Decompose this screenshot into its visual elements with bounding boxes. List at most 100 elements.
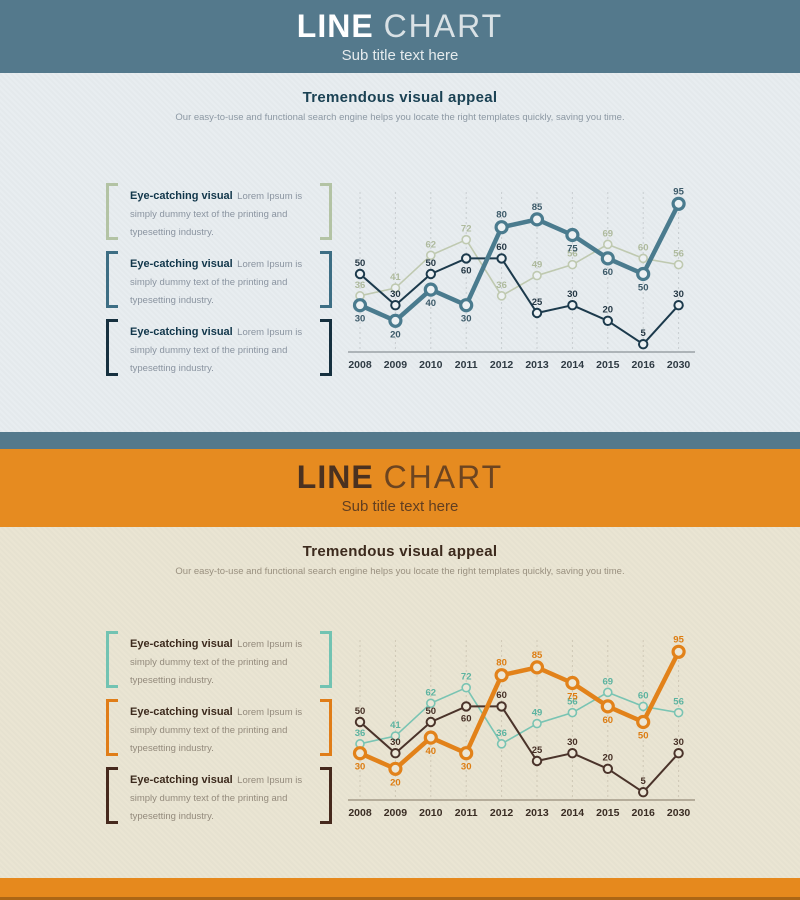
svg-text:50: 50 bbox=[426, 706, 437, 717]
line-chart-orange: 36 41 62 72 36 49 56 69 60 56 50 30 50 60 60 25 30 20 5 30 3… bbox=[344, 628, 700, 820]
svg-text:2030: 2030 bbox=[667, 807, 691, 819]
callout-body: Lorem Ipsum is simply dummy text of the … bbox=[130, 707, 303, 754]
callout-text: Eye-catching visual Lorem Ipsum is simpl… bbox=[118, 251, 320, 308]
svg-text:30: 30 bbox=[355, 762, 366, 773]
panel-title-strong: LINE bbox=[296, 459, 374, 495]
svg-text:2010: 2010 bbox=[419, 359, 443, 371]
bracket-left-icon bbox=[106, 631, 118, 688]
bracket-right-icon bbox=[320, 183, 332, 240]
svg-text:60: 60 bbox=[603, 267, 614, 278]
svg-text:75: 75 bbox=[567, 692, 578, 703]
svg-text:2014: 2014 bbox=[561, 807, 585, 819]
svg-text:2011: 2011 bbox=[455, 807, 478, 819]
svg-text:49: 49 bbox=[532, 260, 543, 271]
svg-text:30: 30 bbox=[673, 289, 684, 300]
svg-text:80: 80 bbox=[496, 658, 507, 669]
panel-title: LINE CHART bbox=[297, 10, 503, 42]
bracket-right-icon bbox=[320, 251, 332, 308]
svg-text:56: 56 bbox=[567, 249, 578, 260]
panel-title: LINE CHART bbox=[297, 461, 503, 493]
svg-text:20: 20 bbox=[603, 753, 614, 764]
svg-text:36: 36 bbox=[496, 280, 507, 291]
callout-item: Eye-catching visual Lorem Ipsum is simpl… bbox=[106, 319, 332, 376]
callout-item: Eye-catching visual Lorem Ipsum is simpl… bbox=[106, 183, 332, 240]
panel-body: Tremendous visual appeal Our easy-to-use… bbox=[0, 527, 800, 878]
svg-text:41: 41 bbox=[390, 720, 401, 731]
svg-text:2008: 2008 bbox=[348, 359, 372, 371]
svg-text:50: 50 bbox=[426, 258, 437, 269]
callout-list: Eye-catching visual Lorem Ipsum is simpl… bbox=[106, 183, 332, 387]
svg-text:2009: 2009 bbox=[384, 359, 408, 371]
bracket-right-icon bbox=[320, 699, 332, 756]
svg-text:50: 50 bbox=[355, 706, 366, 717]
bracket-left-icon bbox=[106, 183, 118, 240]
callout-title: Eye-catching visual bbox=[130, 638, 233, 650]
svg-text:5: 5 bbox=[641, 328, 647, 339]
svg-text:2013: 2013 bbox=[525, 807, 549, 819]
line-chart-blue: 36 41 62 72 36 49 56 69 60 56 50 30 50 60 60 25 30 20 5 30 3… bbox=[344, 180, 700, 372]
line-chart-svg: 36 41 62 72 36 49 56 69 60 56 50 30 50 60 60 25 30 20 5 30 3… bbox=[348, 634, 695, 819]
section-heading: Tremendous visual appeal bbox=[302, 543, 498, 560]
svg-text:41: 41 bbox=[390, 272, 401, 283]
svg-text:69: 69 bbox=[603, 228, 614, 239]
svg-text:85: 85 bbox=[532, 202, 543, 213]
svg-text:36: 36 bbox=[496, 728, 507, 739]
svg-text:60: 60 bbox=[461, 266, 472, 277]
section-description: Our easy-to-use and functional search en… bbox=[175, 112, 625, 123]
svg-text:5: 5 bbox=[641, 776, 647, 787]
svg-text:80: 80 bbox=[496, 210, 507, 221]
line-chart-svg: 36 41 62 72 36 49 56 69 60 56 50 30 50 60 60 25 30 20 5 30 3… bbox=[348, 186, 695, 371]
svg-text:2016: 2016 bbox=[632, 807, 656, 819]
bracket-right-icon bbox=[320, 319, 332, 376]
panel-body: Tremendous visual appeal Our easy-to-use… bbox=[0, 73, 800, 432]
panel-subtitle: Sub title text here bbox=[341, 498, 459, 515]
callout-title: Eye-catching visual bbox=[130, 774, 233, 786]
svg-text:62: 62 bbox=[426, 687, 437, 698]
callout-title: Eye-catching visual bbox=[130, 258, 233, 270]
svg-text:60: 60 bbox=[496, 690, 507, 701]
callout-text: Eye-catching visual Lorem Ipsum is simpl… bbox=[118, 183, 320, 240]
svg-text:2010: 2010 bbox=[419, 807, 443, 819]
svg-text:2014: 2014 bbox=[561, 359, 585, 371]
callout-body: Lorem Ipsum is simply dummy text of the … bbox=[130, 775, 303, 822]
callout-body: Lorem Ipsum is simply dummy text of the … bbox=[130, 327, 303, 374]
svg-text:72: 72 bbox=[461, 224, 472, 235]
svg-text:30: 30 bbox=[567, 289, 578, 300]
svg-text:25: 25 bbox=[532, 297, 543, 308]
svg-text:95: 95 bbox=[673, 634, 684, 645]
svg-text:2015: 2015 bbox=[596, 359, 620, 371]
callout-list: Eye-catching visual Lorem Ipsum is simpl… bbox=[106, 631, 332, 835]
svg-text:20: 20 bbox=[390, 777, 401, 788]
svg-text:30: 30 bbox=[461, 762, 472, 773]
svg-text:30: 30 bbox=[567, 737, 578, 748]
bracket-right-icon bbox=[320, 631, 332, 688]
panel-title-strong: LINE bbox=[296, 7, 374, 44]
svg-text:72: 72 bbox=[461, 672, 472, 683]
callout-title: Eye-catching visual bbox=[130, 190, 233, 202]
callout-body: Lorem Ipsum is simply dummy text of the … bbox=[130, 191, 303, 238]
svg-text:69: 69 bbox=[603, 676, 614, 687]
svg-text:2013: 2013 bbox=[525, 359, 549, 371]
svg-text:75: 75 bbox=[567, 244, 578, 255]
panel-header: LINE CHART Sub title text here bbox=[0, 449, 800, 527]
svg-text:20: 20 bbox=[390, 329, 401, 340]
panel-header: LINE CHART Sub title text here bbox=[0, 0, 800, 73]
callout-item: Eye-catching visual Lorem Ipsum is simpl… bbox=[106, 699, 332, 756]
svg-text:56: 56 bbox=[673, 697, 684, 708]
callout-text: Eye-catching visual Lorem Ipsum is simpl… bbox=[118, 699, 320, 756]
svg-text:60: 60 bbox=[638, 242, 649, 253]
callout-body: Lorem Ipsum is simply dummy text of the … bbox=[130, 639, 303, 686]
svg-text:25: 25 bbox=[532, 745, 543, 756]
svg-text:60: 60 bbox=[461, 714, 472, 725]
bracket-left-icon bbox=[106, 251, 118, 308]
bracket-left-icon bbox=[106, 767, 118, 824]
panel-title-light: CHART bbox=[383, 459, 504, 495]
bracket-left-icon bbox=[106, 699, 118, 756]
bracket-left-icon bbox=[106, 319, 118, 376]
svg-text:2009: 2009 bbox=[384, 807, 408, 819]
svg-text:20: 20 bbox=[603, 305, 614, 316]
line-chart-panel-blue: LINE CHART Sub title text here Tremendou… bbox=[0, 0, 800, 432]
svg-text:95: 95 bbox=[673, 186, 684, 197]
callout-title: Eye-catching visual bbox=[130, 706, 233, 718]
